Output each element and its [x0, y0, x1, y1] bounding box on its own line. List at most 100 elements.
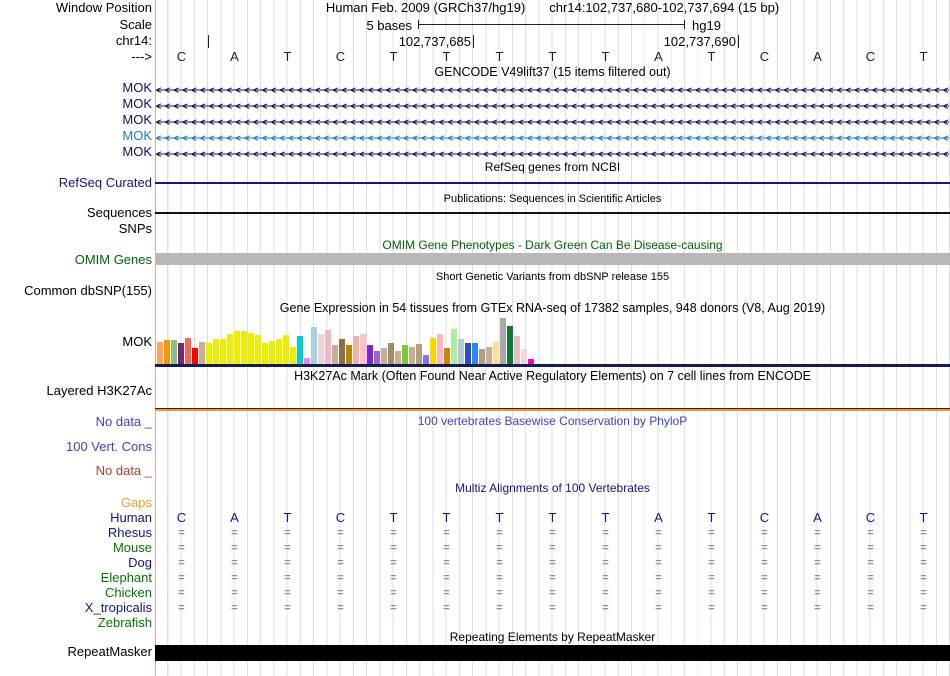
gencode-item-label[interactable]: MOK [122, 128, 152, 143]
gtex-tissue-bar[interactable] [171, 340, 177, 364]
gtex-tissue-bar[interactable] [367, 345, 373, 364]
gencode-item-label[interactable]: MOK [122, 112, 152, 127]
gencode-transcript-line[interactable]: < < < < < < < < < < < < < < < < < < < < < < < < < < < < < < < < < < < < < < < <… [156, 101, 949, 111]
gtex-tissue-bar[interactable] [353, 336, 359, 364]
strand-arrow-icon: < [465, 133, 471, 143]
multiz-row-chicken-label[interactable]: Chicken [105, 585, 152, 600]
gtex-tissue-bar[interactable] [269, 341, 275, 364]
gtex-tissue-bar[interactable] [444, 348, 450, 364]
gtex-tissue-bar[interactable] [157, 342, 163, 364]
gtex-tissue-bar[interactable] [311, 327, 317, 364]
gtex-tissue-bar[interactable] [430, 338, 436, 364]
gencode-transcript-line[interactable]: < < < < < < < < < < < < < < < < < < < < < < < < < < < < < < < < < < < < < < < <… [156, 117, 949, 127]
gtex-tissue-bar[interactable] [388, 343, 394, 364]
gtex-tissue-bar[interactable] [360, 334, 366, 364]
gtex-tissue-bar[interactable] [395, 351, 401, 364]
strand-arrow-icon: < [571, 149, 577, 159]
gencode-transcript-line[interactable]: < < < < < < < < < < < < < < < < < < < < < < < < < < < < < < < < < < < < < < < <… [156, 85, 949, 95]
vert-cons-label[interactable]: 100 Vert. Cons [66, 439, 152, 454]
gtex-tissue-bar[interactable] [500, 318, 506, 364]
gencode-item-label[interactable]: MOK [122, 80, 152, 95]
gencode-item-label[interactable]: MOK [122, 144, 152, 159]
multiz-row-rhesus-label[interactable]: Rhesus [107, 525, 152, 540]
strand-arrow-icon: < [235, 101, 241, 111]
gtex-tissue-bar[interactable] [409, 347, 415, 364]
alignment-match-mark: = [337, 542, 344, 554]
sequence-base: T [548, 510, 557, 525]
gtex-tissue-bar[interactable] [486, 347, 492, 364]
gtex-tissue-bar[interactable] [346, 345, 352, 364]
multiz-row-elephant-label[interactable]: Elephant [100, 570, 152, 585]
gtex-tissue-bar[interactable] [332, 345, 338, 364]
strand-arrow-icon: < [368, 85, 374, 95]
publications-sequences-label[interactable]: Sequences [86, 205, 152, 220]
refseq-gene-line[interactable] [155, 182, 950, 184]
gtex-tissue-bar[interactable] [206, 343, 212, 364]
gencode-transcript-line[interactable]: < < < < < < < < < < < < < < < < < < < < < < < < < < < < < < < < < < < < < < < <… [156, 149, 949, 159]
gtex-tissue-bar[interactable] [493, 342, 499, 364]
gtex-tissue-bar[interactable] [416, 344, 422, 364]
multiz-row-mouse-label[interactable]: Mouse [112, 540, 152, 555]
gtex-tissue-bar[interactable] [262, 343, 268, 364]
gtex-tissue-bar[interactable] [465, 343, 471, 364]
gtex-tissue-bar[interactable] [423, 355, 429, 364]
gtex-tissue-bar[interactable] [234, 331, 240, 364]
gtex-tissue-bar[interactable] [458, 339, 464, 364]
gtex-tissue-bar[interactable] [402, 345, 408, 364]
gtex-tissue-bar[interactable] [297, 336, 303, 364]
gtex-tissue-bar[interactable] [514, 336, 520, 364]
gtex-expression-bars[interactable] [157, 318, 537, 364]
gtex-tissue-bar[interactable] [381, 348, 387, 364]
repeatmasker-element-bar[interactable] [155, 645, 950, 661]
gtex-tissue-bar[interactable] [507, 326, 513, 364]
gtex-tissue-bar[interactable] [304, 358, 310, 364]
publications-feature-line[interactable] [155, 212, 950, 214]
gtex-tissue-bar[interactable] [220, 339, 226, 364]
gencode-transcript-line[interactable]: < < < < < < < < < < < < < < < < < < < < < < < < < < < < < < < < < < < < < < < <… [156, 133, 949, 143]
gtex-tissue-bar[interactable] [276, 339, 282, 364]
omim-gene-bar[interactable] [155, 253, 950, 265]
gtex-tissue-bar[interactable] [374, 351, 380, 364]
gtex-tissue-bar[interactable] [283, 335, 289, 364]
gtex-tissue-bar[interactable] [248, 333, 254, 364]
repeatmasker-label[interactable]: RepeatMasker [67, 644, 152, 659]
refseq-curated-label[interactable]: RefSeq Curated [58, 175, 152, 190]
layered-h3k27ac-label[interactable]: Layered H3K27Ac [46, 383, 152, 398]
gtex-tissue-bar[interactable] [241, 331, 247, 364]
multiz-row-gaps-label[interactable]: Gaps [120, 495, 152, 510]
gtex-tissue-bar[interactable] [185, 338, 191, 364]
gencode-item-label[interactable]: MOK [122, 96, 152, 111]
gtex-tissue-bar[interactable] [164, 340, 170, 364]
gtex-gene-label[interactable]: MOK [122, 334, 152, 349]
strand-arrow-icon: < [306, 133, 312, 143]
gtex-tissue-bar[interactable] [318, 334, 324, 364]
gtex-tissue-bar[interactable] [528, 359, 534, 364]
strand-arrow-icon: < [766, 133, 772, 143]
gtex-tissue-bar[interactable] [479, 349, 485, 364]
h3k27ac-signal-line[interactable] [155, 408, 950, 411]
multiz-row-zebrafish-label[interactable]: Zebrafish [97, 615, 152, 630]
gtex-tissue-bar[interactable] [437, 334, 443, 364]
multiz-row-human-label[interactable]: Human [110, 510, 152, 525]
snps-label[interactable]: SNPs [118, 221, 152, 236]
gtex-tissue-bar[interactable] [339, 339, 345, 364]
gtex-tissue-bar[interactable] [451, 329, 457, 364]
gtex-tissue-bar[interactable] [255, 335, 261, 364]
gtex-tissue-bar[interactable] [521, 349, 527, 364]
common-dbsnp-label[interactable]: Common dbSNP(155) [24, 283, 152, 298]
gtex-tissue-bar[interactable] [178, 343, 184, 364]
gtex-tissue-bar[interactable] [192, 348, 198, 364]
gtex-tissue-bar[interactable] [290, 347, 296, 364]
strand-arrow-icon: < [377, 85, 383, 95]
gtex-tissue-bar[interactable] [213, 339, 219, 364]
gtex-tissue-bar[interactable] [325, 330, 331, 364]
gtex-baseline[interactable] [155, 364, 950, 367]
gtex-tissue-bar[interactable] [199, 342, 205, 364]
multiz-row-dog-label[interactable]: Dog [128, 555, 152, 570]
alignment-match-mark: = [284, 542, 291, 554]
strand-arrow-icon: < [660, 85, 666, 95]
gtex-tissue-bar[interactable] [472, 343, 478, 364]
gtex-tissue-bar[interactable] [227, 334, 233, 364]
omim-genes-label[interactable]: OMIM Genes [74, 252, 152, 267]
multiz-row-xtropicalis-label[interactable]: X_tropicalis [84, 600, 152, 615]
